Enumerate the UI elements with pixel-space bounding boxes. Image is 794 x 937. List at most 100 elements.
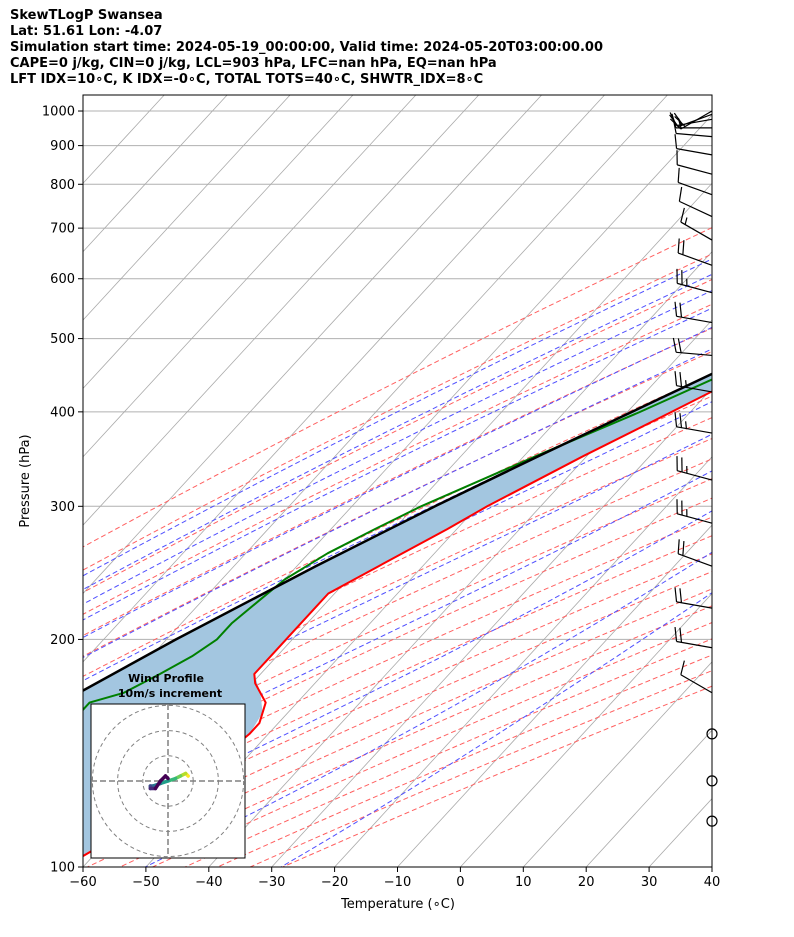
wind-barb-flag xyxy=(672,119,677,134)
isotherm xyxy=(83,95,542,595)
wind-barb-flag xyxy=(679,302,683,318)
isotherm xyxy=(523,661,712,867)
wind-barb-staff xyxy=(676,640,713,649)
wind-barb-flag xyxy=(680,207,685,223)
wind-barb-flag xyxy=(678,186,683,202)
wind-barb-staff xyxy=(677,252,713,266)
x-tick-label: 10 xyxy=(515,875,532,890)
dry-adiabat xyxy=(83,303,712,615)
x-axis-ticks: −60 −50 −40 −30 −20 −10 0 10 20 30 40 xyxy=(69,867,720,890)
isotherm xyxy=(585,729,712,867)
x-tick-label: 40 xyxy=(704,875,721,890)
chart-title: SkewTLogP Swansea xyxy=(10,8,163,23)
wind-barb-staff xyxy=(676,148,713,156)
moist-adiabat xyxy=(83,273,712,591)
y-tick-label: 1000 xyxy=(42,105,75,120)
mixing-ratio-line xyxy=(728,95,794,339)
wind-barb-flag xyxy=(680,660,685,675)
inset-ring xyxy=(91,704,245,858)
dry-adiabat xyxy=(83,437,712,735)
isotherm xyxy=(397,524,712,867)
wind-barb-staff xyxy=(676,351,713,357)
parcel-line xyxy=(83,372,712,692)
wind-barb-half-flag xyxy=(677,117,683,125)
wind-barb-flag xyxy=(674,587,678,602)
wind-barb-staff xyxy=(677,181,713,196)
y-tick-label: 400 xyxy=(50,405,75,420)
y-tick-label: 500 xyxy=(50,332,75,347)
x-tick-label: 20 xyxy=(578,875,595,890)
x-tick-label: −50 xyxy=(132,875,159,890)
x-tick-label: −20 xyxy=(321,875,348,890)
time-line: Simulation start time: 2024-05-19_00:00:… xyxy=(10,40,603,55)
calm-wind-circle xyxy=(706,775,718,787)
chart-header: SkewTLogP Swansea Lat: 51.61 Lon: -4.07 … xyxy=(10,8,603,88)
wind-barb-half-flag xyxy=(678,120,682,129)
wind-barb-staff xyxy=(680,674,713,694)
wind-barb-flag xyxy=(674,134,678,149)
x-tick-label: −60 xyxy=(69,875,96,890)
wind-barb-staff xyxy=(677,282,713,294)
moist-adiabat xyxy=(83,372,712,682)
wind-barb-staff xyxy=(677,553,713,567)
isotherm xyxy=(83,95,605,663)
wind-barb-staff xyxy=(676,426,713,434)
wind-barb-staff xyxy=(676,315,713,324)
stability-line: CAPE=0 j/kg, CIN=0 j/kg, LCL=903 hPa, LF… xyxy=(10,56,497,71)
dry-adiabat xyxy=(83,278,712,594)
wind-barb-staff xyxy=(676,118,713,127)
dry-adiabat xyxy=(152,622,712,867)
wind-barb-staff xyxy=(677,470,713,481)
isotherm xyxy=(83,95,228,253)
moist-adiabat xyxy=(83,258,712,577)
wind-barb-flag xyxy=(677,539,680,554)
mixing-ratio-line xyxy=(789,95,794,339)
inset-title: Wind Profile xyxy=(128,672,204,685)
moist-adiabat xyxy=(83,290,712,605)
inset-content xyxy=(91,704,245,858)
wind-barb-flag xyxy=(679,627,683,643)
wind-barb-flag xyxy=(674,371,678,386)
wind-barb-staff xyxy=(676,385,713,393)
index-line: LFT IDX=10∘C, K IDX=-0∘C, TOTAL TOTS=40∘… xyxy=(10,72,484,87)
isotherm xyxy=(208,319,712,867)
wind-barb-flag xyxy=(677,167,680,183)
x-tick-label: 0 xyxy=(456,875,464,890)
wind-barb-staff xyxy=(676,132,713,138)
x-axis-label: Temperature (∘C) xyxy=(340,897,455,912)
isotherm xyxy=(334,456,712,867)
isotherm xyxy=(83,95,668,731)
y-tick-label: 600 xyxy=(50,272,75,287)
wind-barb-flag xyxy=(674,301,678,317)
isotherm xyxy=(711,866,712,867)
isotherm xyxy=(83,95,291,321)
dewpoint-line xyxy=(83,378,712,712)
location-line: Lat: 51.61 Lon: -4.07 xyxy=(10,24,163,39)
wind-barb-flag xyxy=(677,238,680,254)
y-tick-label: 200 xyxy=(50,633,75,648)
calm-wind-circle xyxy=(706,815,718,827)
y-axis-label: Pressure (hPa) xyxy=(18,434,33,527)
wind-barb-flag xyxy=(682,240,685,255)
dry-adiabat xyxy=(83,253,712,571)
moist-adiabat xyxy=(83,326,712,639)
isotherm xyxy=(83,95,354,390)
x-tick-label: −40 xyxy=(195,875,222,890)
wind-barbs xyxy=(669,110,718,827)
dry-adiabat xyxy=(83,497,712,788)
wind-barb-half-flag xyxy=(685,421,687,429)
y-tick-label: 100 xyxy=(50,861,75,876)
wind-barb-flag xyxy=(672,337,677,353)
wind-barb-staff xyxy=(676,601,713,609)
dry-adiabat xyxy=(83,535,712,822)
dry-adiabat xyxy=(282,685,712,867)
wind-barb-flag xyxy=(679,372,683,387)
moist-adiabat xyxy=(83,510,712,835)
inset-subtitle: 10m/s increment xyxy=(118,687,222,700)
y-axis-ticks: 1000 900 800 700 600 500 400 300 200 100 xyxy=(42,105,83,876)
wind-barb-staff xyxy=(677,513,713,524)
wind-barb-staff xyxy=(677,164,713,175)
wind-barb-half-flag xyxy=(685,380,687,388)
calm-wind-circle xyxy=(706,728,718,740)
